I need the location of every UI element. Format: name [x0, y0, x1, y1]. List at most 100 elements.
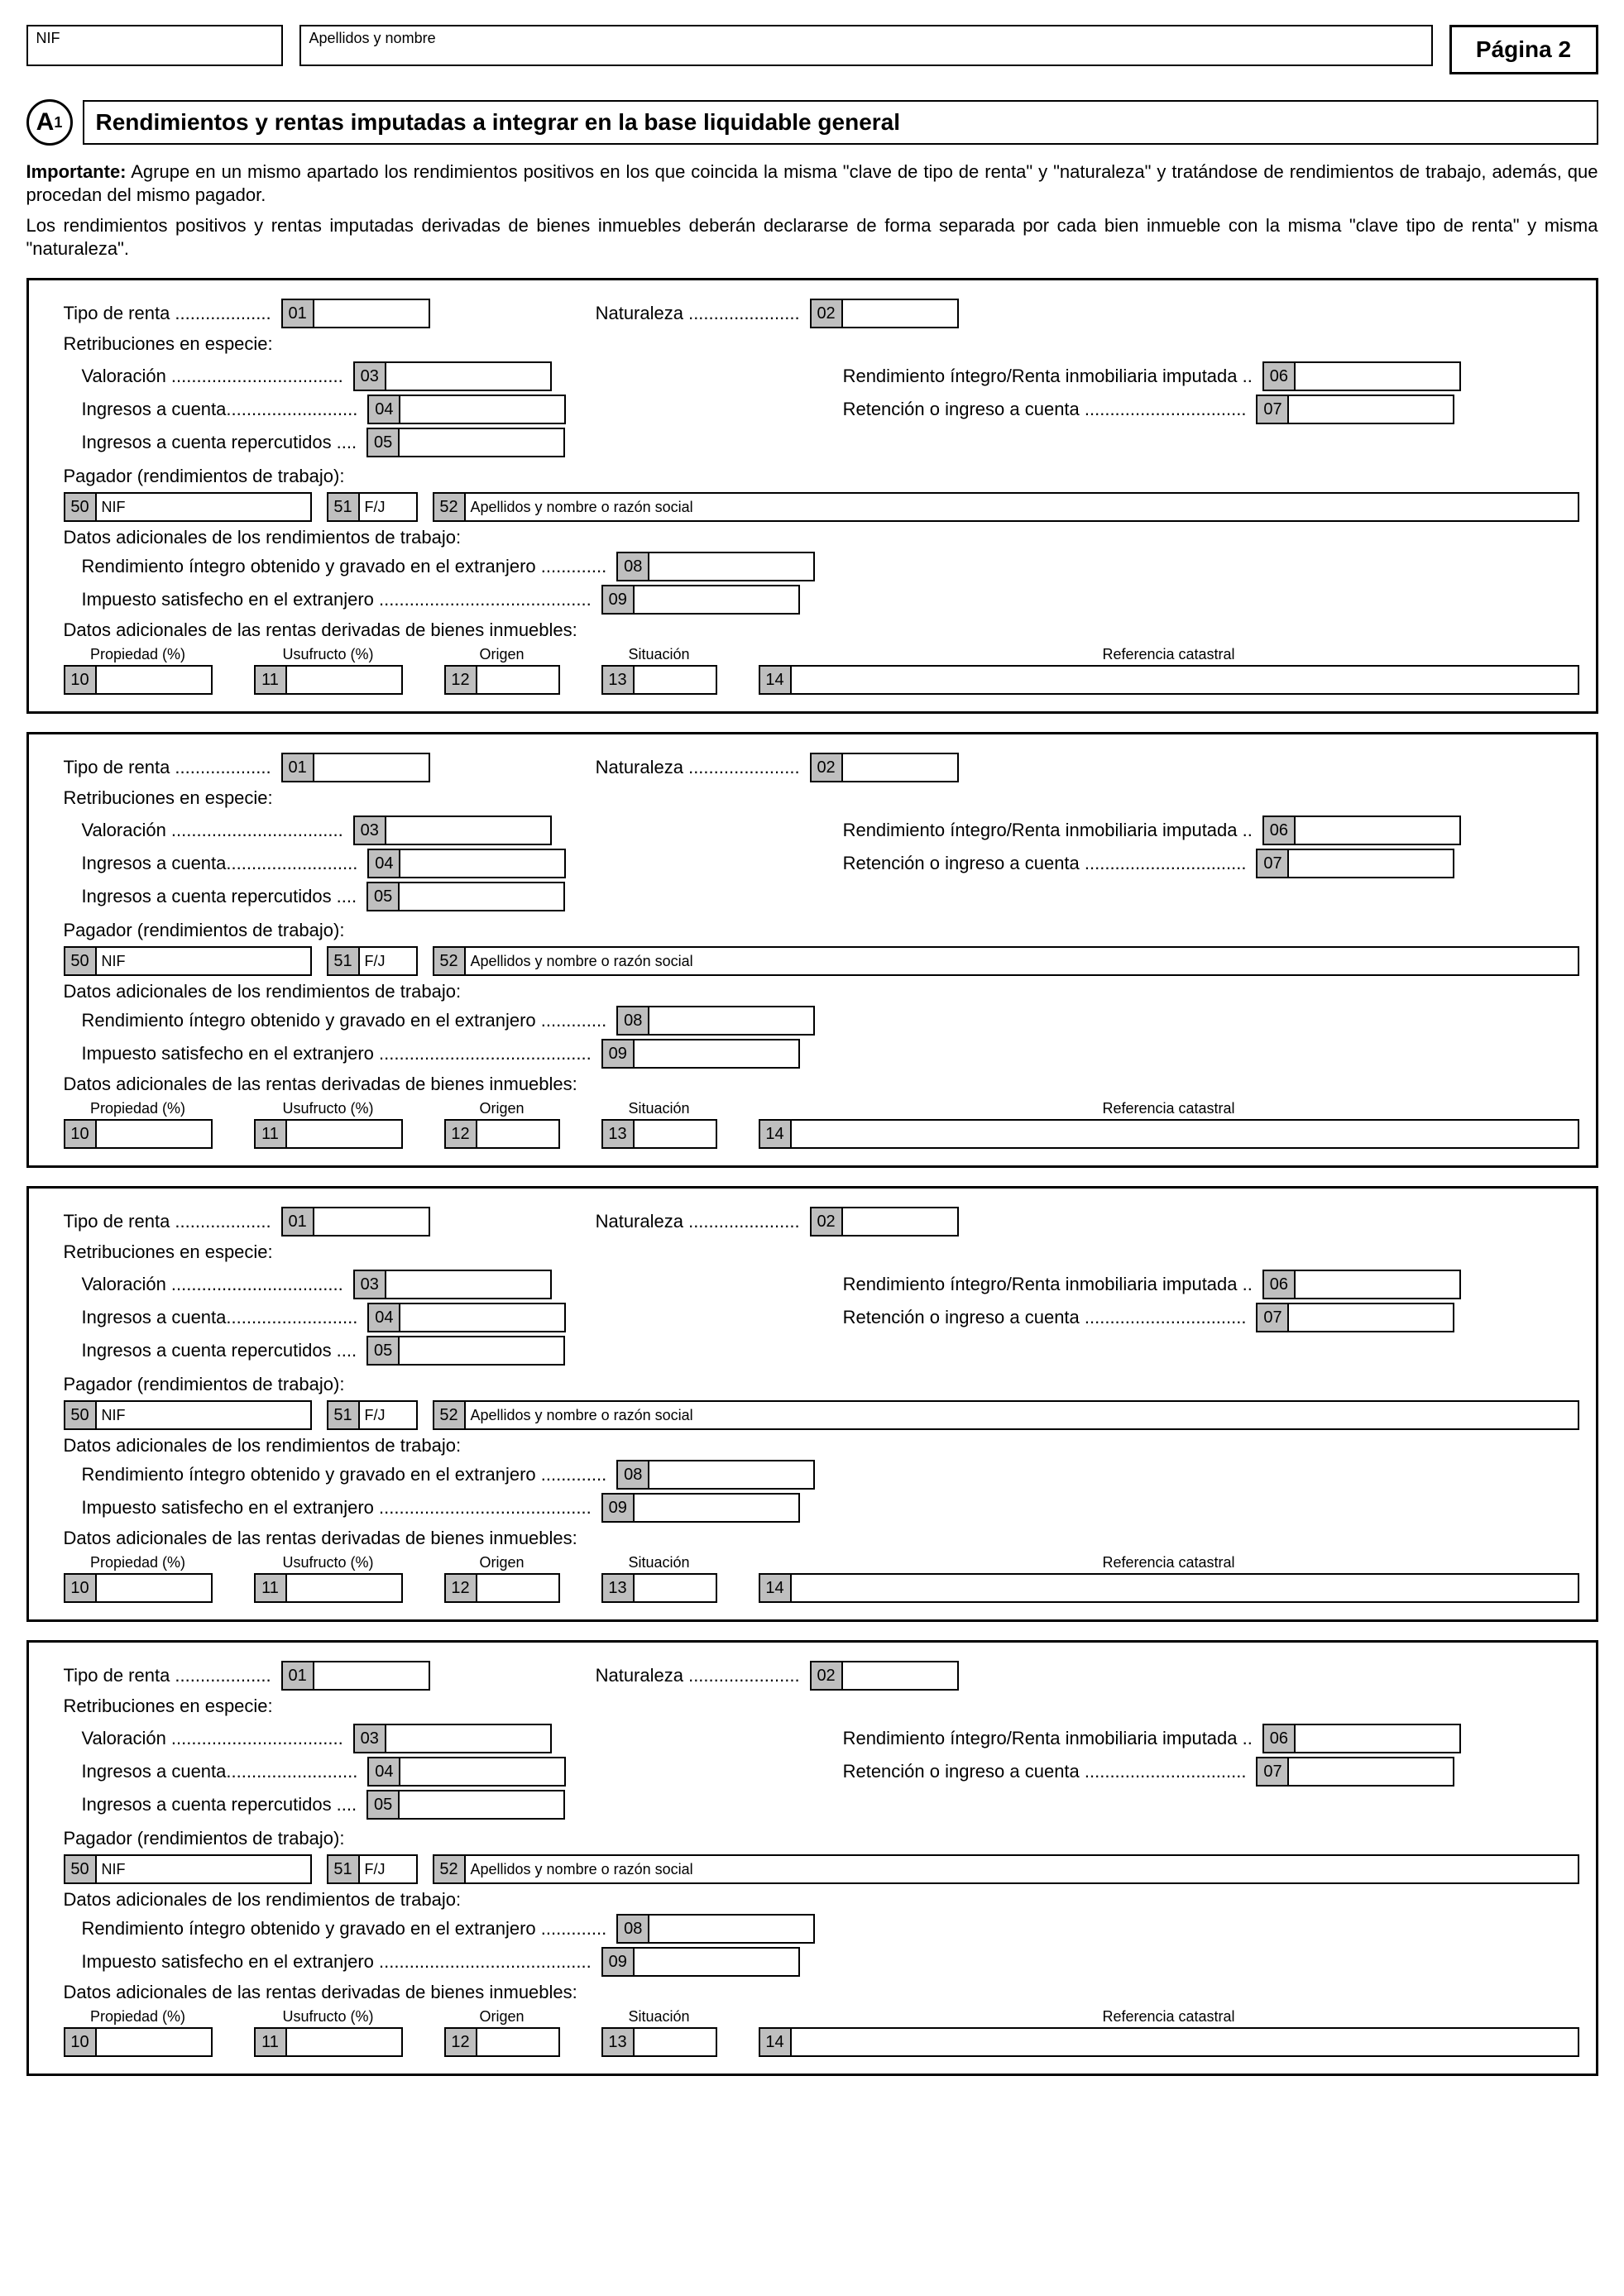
cap-refcat: Referencia catastral	[1102, 646, 1234, 663]
code-07: 07	[1256, 1757, 1289, 1787]
code-01: 01	[281, 753, 314, 782]
label-datos-trabajo: Datos adicionales de los rendimientos de…	[46, 1435, 1579, 1457]
field-10[interactable]	[97, 1573, 213, 1603]
field-09[interactable]	[635, 1039, 800, 1069]
field-07[interactable]	[1289, 849, 1454, 878]
label-rend-extranjero: Rendimiento íntegro obtenido y gravado e…	[82, 556, 607, 577]
field-12[interactable]	[477, 665, 560, 695]
field-02[interactable]	[843, 753, 959, 782]
name-input[interactable]: Apellidos y nombre	[299, 25, 1433, 66]
field-50-nif[interactable]: NIF	[97, 1854, 312, 1884]
field-52-razon[interactable]: Apellidos y nombre o razón social	[466, 1400, 1579, 1430]
intro-rest: Agrupe en un mismo apartado los rendimie…	[26, 161, 1598, 205]
field-08[interactable]	[649, 552, 815, 581]
field-06[interactable]	[1296, 1724, 1461, 1753]
field-52-razon[interactable]: Apellidos y nombre o razón social	[466, 946, 1579, 976]
row-inmuebles: Propiedad (%) 10 Usufructo (%) 11 Origen…	[64, 1100, 1579, 1149]
field-11[interactable]	[287, 1119, 403, 1149]
field-52-razon[interactable]: Apellidos y nombre o razón social	[466, 492, 1579, 522]
field-01[interactable]	[314, 1207, 430, 1236]
cap-refcat: Referencia catastral	[1102, 1100, 1234, 1117]
field-05[interactable]	[400, 1790, 565, 1820]
code-10: 10	[64, 1573, 97, 1603]
field-03[interactable]	[386, 1724, 552, 1753]
field-13[interactable]	[635, 1573, 717, 1603]
field-10[interactable]	[97, 665, 213, 695]
field-14[interactable]	[792, 1119, 1579, 1149]
field-10[interactable]	[97, 2027, 213, 2057]
cap-refcat: Referencia catastral	[1102, 1554, 1234, 1571]
field-05[interactable]	[400, 1336, 565, 1366]
code-05: 05	[366, 1790, 400, 1820]
field-51-fj[interactable]: F/J	[360, 1854, 418, 1884]
label-rend-integro: Rendimiento íntegro/Renta inmobiliaria i…	[843, 1728, 1253, 1749]
label-retrib-especie: Retribuciones en especie:	[46, 1241, 1579, 1263]
field-14[interactable]	[792, 2027, 1579, 2057]
field-05[interactable]	[400, 882, 565, 911]
nif-input[interactable]: NIF	[26, 25, 283, 66]
field-10[interactable]	[97, 1119, 213, 1149]
field-12[interactable]	[477, 2027, 560, 2057]
label-ingresos-rep: Ingresos a cuenta repercutidos ....	[82, 432, 357, 453]
label-datos-trabajo: Datos adicionales de los rendimientos de…	[46, 1889, 1579, 1911]
field-08[interactable]	[649, 1914, 815, 1944]
field-02[interactable]	[843, 299, 959, 328]
field-14[interactable]	[792, 665, 1579, 695]
field-09[interactable]	[635, 585, 800, 615]
field-06[interactable]	[1296, 361, 1461, 391]
field-07[interactable]	[1289, 395, 1454, 424]
field-09[interactable]	[635, 1947, 800, 1977]
field-13[interactable]	[635, 1119, 717, 1149]
field-06[interactable]	[1296, 1270, 1461, 1299]
field-04[interactable]	[400, 1303, 566, 1332]
field-08[interactable]	[649, 1460, 815, 1490]
field-04[interactable]	[400, 1757, 566, 1787]
field-09[interactable]	[635, 1493, 800, 1523]
label-ingresos-cuenta: Ingresos a cuenta.......................…	[82, 1307, 358, 1328]
section-title: Rendimientos y rentas imputadas a integr…	[83, 100, 1598, 145]
field-51-fj[interactable]: F/J	[360, 1400, 418, 1430]
field-02[interactable]	[843, 1207, 959, 1236]
field-05[interactable]	[400, 428, 565, 457]
field-08[interactable]	[649, 1006, 815, 1036]
field-50-nif[interactable]: NIF	[97, 1400, 312, 1430]
code-02: 02	[810, 1207, 843, 1236]
field-04[interactable]	[400, 849, 566, 878]
field-50-nif[interactable]: NIF	[97, 946, 312, 976]
field-01[interactable]	[314, 299, 430, 328]
label-pagador: Pagador (rendimientos de trabajo):	[46, 1374, 1579, 1395]
field-04[interactable]	[400, 395, 566, 424]
field-11[interactable]	[287, 1573, 403, 1603]
field-51-fj[interactable]: F/J	[360, 492, 418, 522]
label-ingresos-rep: Ingresos a cuenta repercutidos ....	[82, 886, 357, 907]
label-ingresos-rep: Ingresos a cuenta repercutidos ....	[82, 1340, 357, 1361]
field-51-fj[interactable]: F/J	[360, 946, 418, 976]
label-retencion: Retención o ingreso a cuenta ...........…	[843, 399, 1247, 420]
field-03[interactable]	[386, 1270, 552, 1299]
field-11[interactable]	[287, 2027, 403, 2057]
code-11: 11	[254, 1573, 287, 1603]
field-11[interactable]	[287, 665, 403, 695]
field-06[interactable]	[1296, 816, 1461, 845]
page-number: Página 2	[1449, 25, 1598, 74]
label-retrib-especie: Retribuciones en especie:	[46, 1696, 1579, 1717]
field-01[interactable]	[314, 1661, 430, 1691]
field-52-razon[interactable]: Apellidos y nombre o razón social	[466, 1854, 1579, 1884]
field-02[interactable]	[843, 1661, 959, 1691]
label-tipo-renta: Tipo de renta ...................	[46, 757, 271, 778]
label-datos-inmuebles: Datos adicionales de las rentas derivada…	[46, 1528, 1579, 1549]
field-12[interactable]	[477, 1119, 560, 1149]
field-50-nif[interactable]: NIF	[97, 492, 312, 522]
field-01[interactable]	[314, 753, 430, 782]
cap-usufructo: Usufructo (%)	[282, 1554, 373, 1571]
field-07[interactable]	[1289, 1303, 1454, 1332]
field-07[interactable]	[1289, 1757, 1454, 1787]
field-13[interactable]	[635, 2027, 717, 2057]
field-12[interactable]	[477, 1573, 560, 1603]
field-03[interactable]	[386, 361, 552, 391]
field-14[interactable]	[792, 1573, 1579, 1603]
code-06: 06	[1262, 816, 1296, 845]
code-13: 13	[601, 1119, 635, 1149]
field-13[interactable]	[635, 665, 717, 695]
field-03[interactable]	[386, 816, 552, 845]
